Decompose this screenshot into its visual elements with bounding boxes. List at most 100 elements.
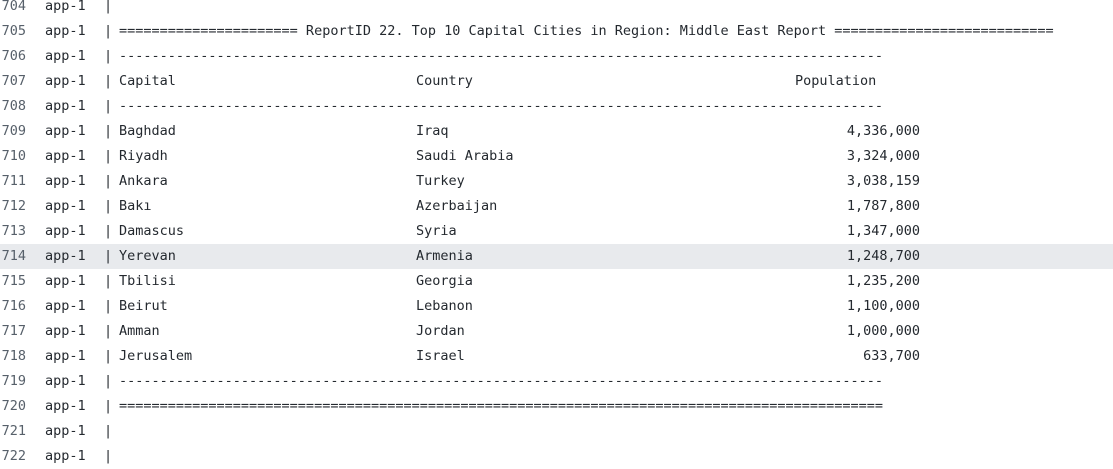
line-number: 705 bbox=[1, 23, 26, 39]
line-number: 713 bbox=[1, 223, 26, 239]
log-message: ----------------------------------------… bbox=[119, 98, 884, 114]
line-number: 704 bbox=[1, 0, 26, 14]
capital-cell: Yerevan bbox=[119, 248, 176, 264]
separator: | bbox=[104, 0, 113, 14]
log-line[interactable]: 704 app-1 | bbox=[0, 0, 1113, 19]
service-name: app-1 bbox=[45, 48, 86, 64]
line-number: 719 bbox=[1, 373, 26, 389]
log-line[interactable]: 720 app-1 | ===============================… bbox=[0, 394, 1113, 419]
log-line[interactable]: 705 app-1 | ====================== ReportID… bbox=[0, 19, 1113, 44]
log-line[interactable]: 710 app-1 | Riyadh Saudi Arabia 3,324,000 bbox=[0, 144, 1113, 169]
log-line[interactable]: 718 app-1 | Jerusalem Israel 633,700 bbox=[0, 344, 1113, 369]
service-name: app-1 bbox=[45, 448, 86, 464]
service-name: app-1 bbox=[45, 248, 86, 264]
line-number: 718 bbox=[1, 348, 26, 364]
log-line[interactable]: 708 app-1 | -------------------------------… bbox=[0, 94, 1113, 119]
separator: | bbox=[104, 123, 113, 139]
capital-cell: Beirut bbox=[119, 298, 168, 314]
capital-cell: Jerusalem bbox=[119, 348, 193, 364]
log-message: ----------------------------------------… bbox=[119, 48, 884, 64]
service-name: app-1 bbox=[45, 323, 86, 339]
separator: | bbox=[104, 48, 113, 64]
log-line[interactable]: 714 app-1 | Yerevan Armenia 1,248,700 bbox=[0, 244, 1113, 269]
column-header-country: Country bbox=[416, 73, 473, 89]
service-name: app-1 bbox=[45, 348, 86, 364]
log-line[interactable]: 712 app-1 | Bakı Azerbaijan 1,787,800 bbox=[0, 194, 1113, 219]
separator: | bbox=[104, 23, 113, 39]
separator: | bbox=[104, 448, 113, 464]
separator: | bbox=[104, 398, 113, 414]
log-line[interactable]: 715 app-1 | Tbilisi Georgia 1,235,200 bbox=[0, 269, 1113, 294]
country-cell: Iraq bbox=[416, 123, 449, 139]
log-line[interactable]: 722 app-1 | bbox=[0, 444, 1113, 469]
log-line[interactable]: 717 app-1 | Amman Jordan 1,000,000 bbox=[0, 319, 1113, 344]
population-cell: 4,336,000 bbox=[846, 123, 920, 139]
log-line[interactable]: 709 app-1 | Baghdad Iraq 4,336,000 bbox=[0, 119, 1113, 144]
log-line[interactable]: 716 app-1 | Beirut Lebanon 1,100,000 bbox=[0, 294, 1113, 319]
log-message: ========================================… bbox=[119, 398, 884, 414]
log-line[interactable]: 719 app-1 | -------------------------------… bbox=[0, 369, 1113, 394]
separator: | bbox=[104, 423, 113, 439]
line-number: 711 bbox=[1, 173, 26, 189]
separator: | bbox=[104, 348, 113, 364]
line-number: 708 bbox=[1, 98, 26, 114]
population-cell: 1,100,000 bbox=[846, 298, 920, 314]
separator: | bbox=[104, 248, 113, 264]
population-cell: 1,347,000 bbox=[846, 223, 920, 239]
separator: | bbox=[104, 98, 113, 114]
service-name: app-1 bbox=[45, 148, 86, 164]
service-name: app-1 bbox=[45, 123, 86, 139]
population-cell: 1,235,200 bbox=[846, 273, 920, 289]
log-line[interactable]: 721 app-1 | bbox=[0, 419, 1113, 444]
service-name: app-1 bbox=[45, 23, 86, 39]
line-number: 721 bbox=[1, 423, 26, 439]
separator: | bbox=[104, 273, 113, 289]
log-line[interactable]: 713 app-1 | Damascus Syria 1,347,000 bbox=[0, 219, 1113, 244]
log-line[interactable]: 706 app-1 | -------------------------------… bbox=[0, 44, 1113, 69]
country-cell: Turkey bbox=[416, 173, 465, 189]
population-cell: 633,700 bbox=[863, 348, 920, 364]
population-cell: 1,248,700 bbox=[846, 248, 920, 264]
country-cell: Syria bbox=[416, 223, 457, 239]
column-header-population: Population bbox=[795, 73, 877, 89]
separator: | bbox=[104, 148, 113, 164]
separator: | bbox=[104, 298, 113, 314]
service-name: app-1 bbox=[45, 173, 86, 189]
line-number: 707 bbox=[1, 73, 26, 89]
population-cell: 1,787,800 bbox=[846, 198, 920, 214]
line-number: 722 bbox=[1, 448, 26, 464]
service-name: app-1 bbox=[45, 398, 86, 414]
separator: | bbox=[104, 223, 113, 239]
log-message: ====================== ReportID 22. Top … bbox=[119, 23, 1054, 39]
capital-cell: Tbilisi bbox=[119, 273, 176, 289]
service-name: app-1 bbox=[45, 223, 86, 239]
country-cell: Saudi Arabia bbox=[416, 148, 514, 164]
population-cell: 3,324,000 bbox=[846, 148, 920, 164]
log-line[interactable]: 707 app-1 | Capital Country Population bbox=[0, 69, 1113, 94]
capital-cell: Ankara bbox=[119, 173, 168, 189]
line-number: 716 bbox=[1, 298, 26, 314]
capital-cell: Bakı bbox=[119, 198, 152, 214]
column-header-capital: Capital bbox=[119, 73, 176, 89]
separator: | bbox=[104, 73, 113, 89]
line-number: 709 bbox=[1, 123, 26, 139]
service-name: app-1 bbox=[45, 273, 86, 289]
capital-cell: Damascus bbox=[119, 223, 185, 239]
separator: | bbox=[104, 373, 113, 389]
separator: | bbox=[104, 173, 113, 189]
line-number: 715 bbox=[1, 273, 26, 289]
line-number: 720 bbox=[1, 398, 26, 414]
service-name: app-1 bbox=[45, 98, 86, 114]
line-number: 710 bbox=[1, 148, 26, 164]
country-cell: Azerbaijan bbox=[416, 198, 498, 214]
service-name: app-1 bbox=[45, 298, 86, 314]
population-cell: 1,000,000 bbox=[846, 323, 920, 339]
separator: | bbox=[104, 323, 113, 339]
line-number: 706 bbox=[1, 48, 26, 64]
line-number: 712 bbox=[1, 198, 26, 214]
country-cell: Armenia bbox=[416, 248, 473, 264]
line-number: 717 bbox=[1, 323, 26, 339]
capital-cell: Riyadh bbox=[119, 148, 168, 164]
log-line[interactable]: 711 app-1 | Ankara Turkey 3,038,159 bbox=[0, 169, 1113, 194]
